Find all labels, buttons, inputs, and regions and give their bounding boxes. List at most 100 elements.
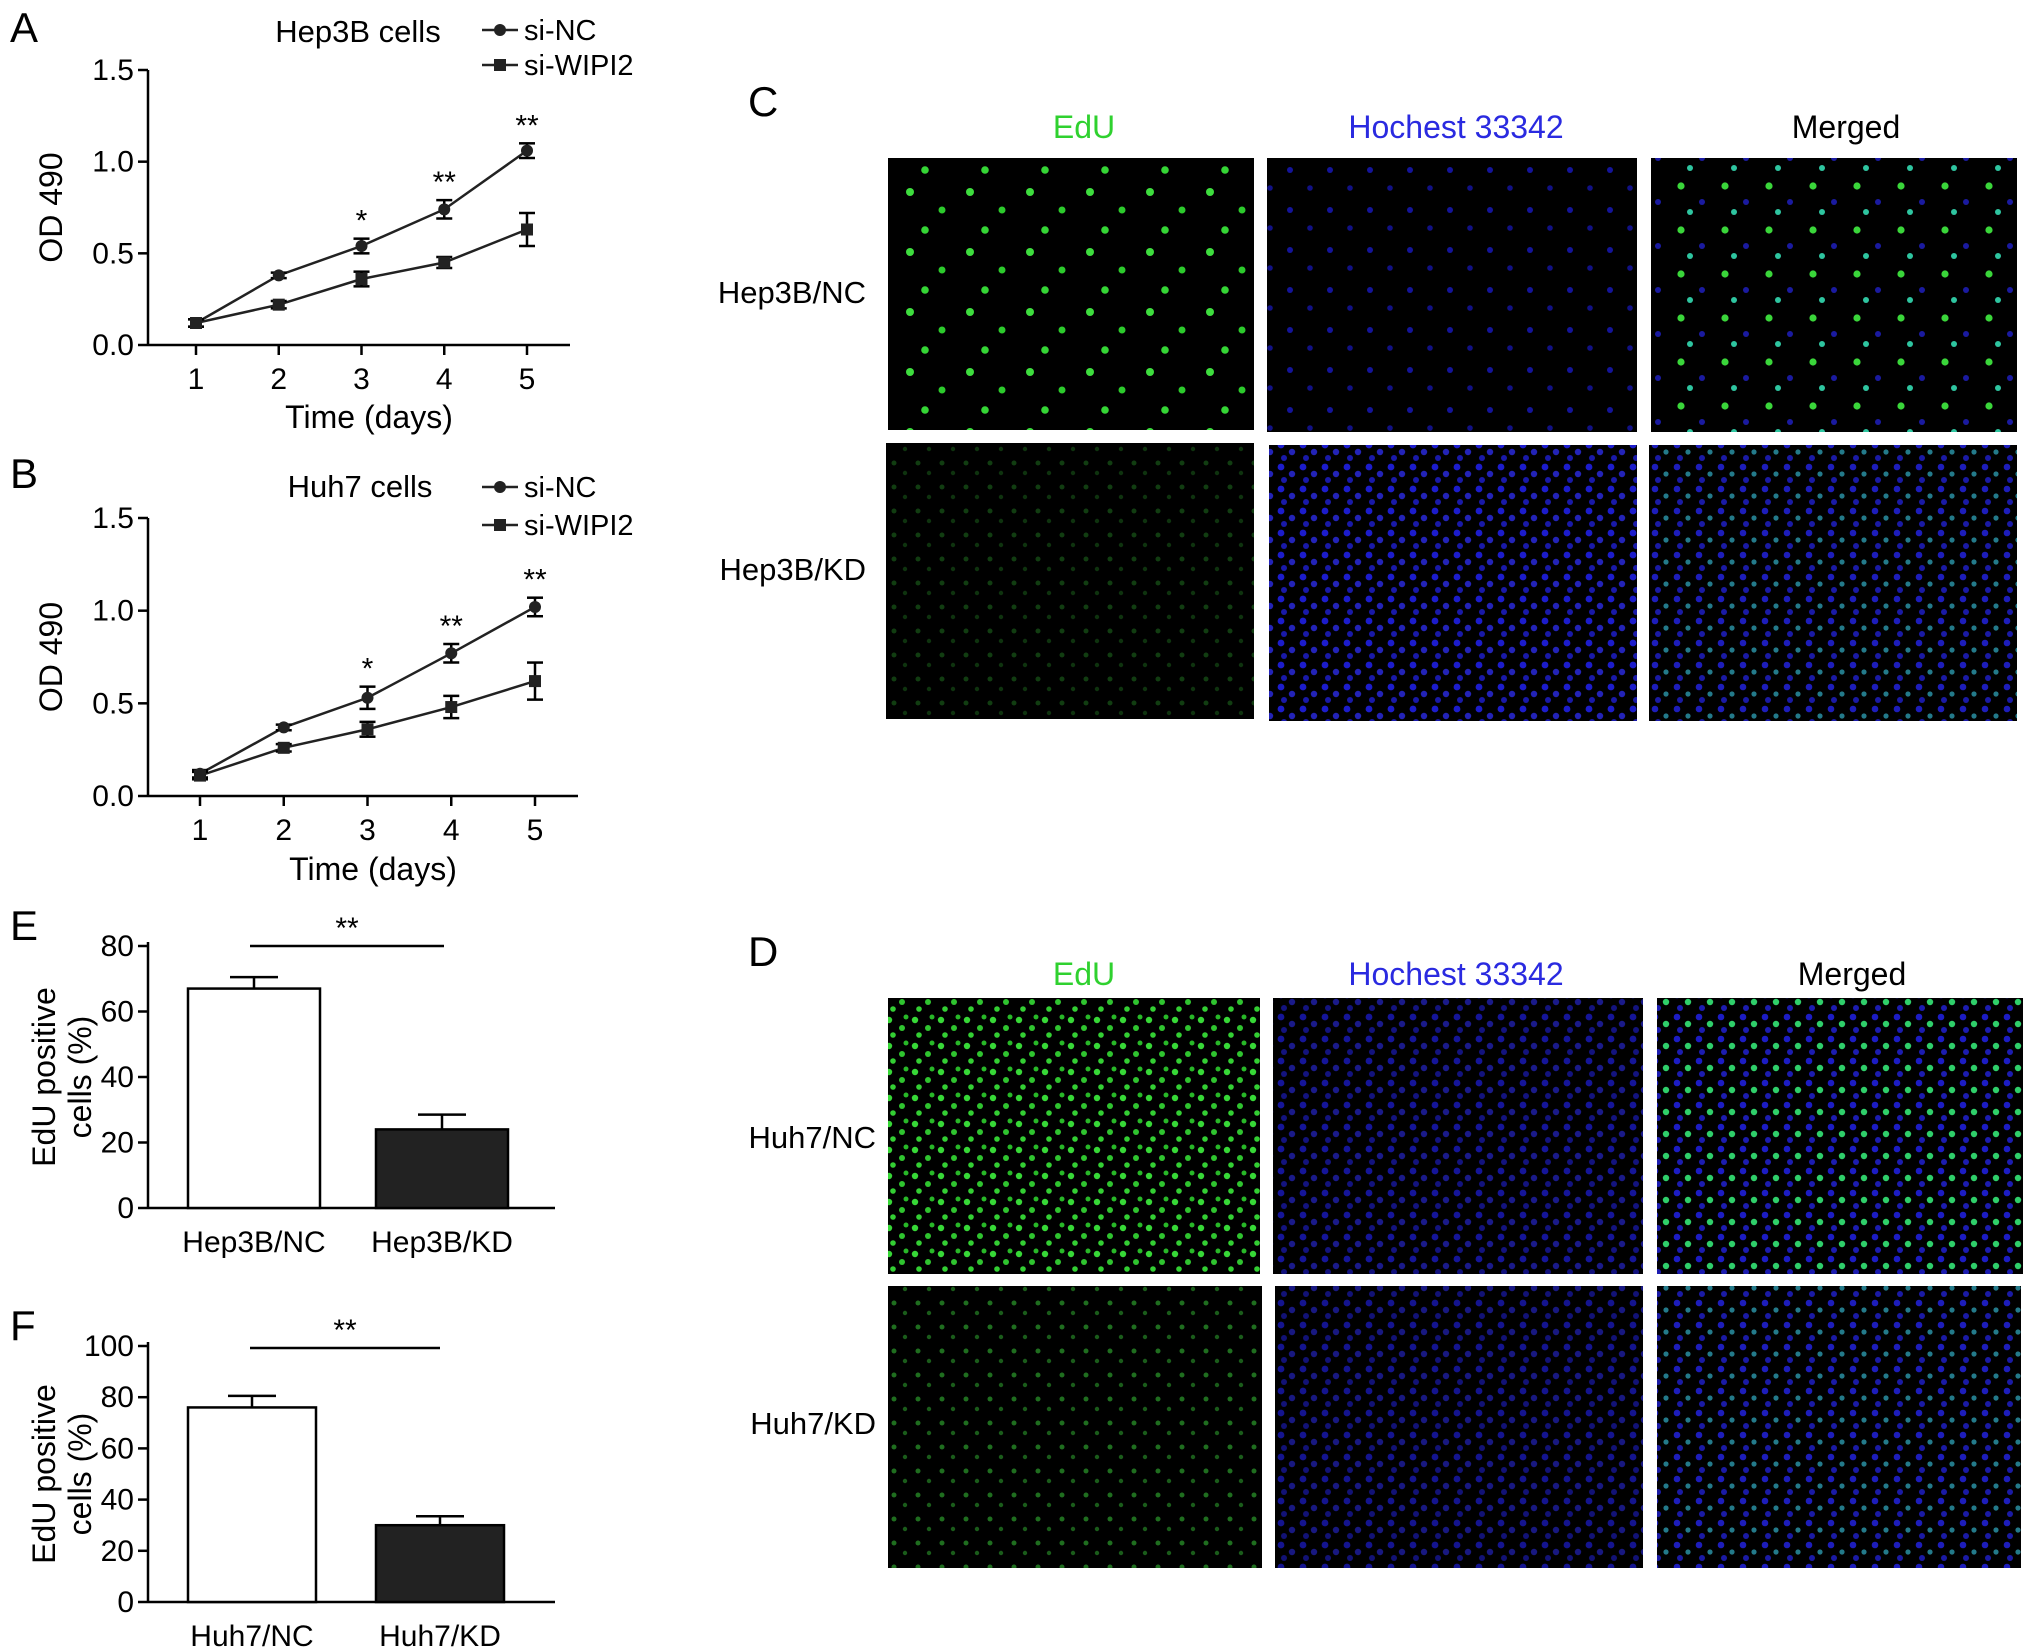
x-tick-label: Hep3B/NC [182,1226,325,1259]
col-header-hoechst-d: Hochest 33342 [1348,956,1563,992]
col-header-hoechst: Hochest 33342 [1348,109,1563,145]
micrograph-hep3b-kd-edu [886,443,1254,719]
data-point [529,600,541,613]
legend-label: si-WIPI2 [524,510,634,542]
micrograph-huh7-nc-merged [1657,998,2023,1274]
y-axis-label-line: EdU positive [26,1384,62,1564]
x-tick-label: 1 [188,363,205,396]
data-point [438,256,451,269]
data-point [438,203,451,216]
row-label-hep3b-kd: Hep3B/KD [720,552,866,587]
y-axis-label-line: cells (%) [62,1413,98,1536]
micrograph-huh7-kd-merged [1657,1286,2021,1568]
data-point [355,240,368,252]
row-label-hep3b-nc: Hep3B/NC [718,275,866,310]
micrograph-huh7-kd-hoechst [1275,1286,1643,1568]
chart-e-hep3b-edu-bars: 0 20 40 60 80 Hep3B/NC Hep3B/KD ** EdU positivec… [26,912,555,1259]
micrograph-grid-c: EdU Hochest 33342 Merged Hep3B/NC Hep3B/… [718,109,2017,721]
y-tick-label: 0.0 [92,780,134,813]
significance-label: ** [515,109,539,142]
bar [374,1128,510,1210]
panel-letter-e: E [10,902,38,949]
panel-letter-c: C [748,78,778,125]
x-tick-label: Huh7/KD [379,1620,501,1650]
micrograph-grid-d: EdU Hochest 33342 Merged Huh7/NC Huh7/KD [749,956,2023,1568]
x-tick-label: 4 [443,814,460,847]
legend-marker [494,59,506,71]
y-tick-label: 80 [101,1381,134,1414]
y-tick-label: 20 [101,1535,134,1568]
y-tick-label: 40 [101,1061,134,1094]
panel-letter-f: F [10,1302,36,1349]
significance-label: ** [333,1314,357,1347]
data-point [194,769,206,782]
data-point [190,317,202,329]
data-point [272,298,285,311]
significance-label: ** [523,564,547,597]
col-header-edu: EdU [1053,109,1115,145]
y-tick-label: 0 [117,1586,134,1619]
y-axis-label-line: EdU positive [26,987,62,1167]
y-tick-label: 0.5 [92,237,134,270]
y-tick-label: 60 [101,1432,134,1465]
y-tick-label: 1.0 [92,595,134,628]
series-si-nc [192,596,543,780]
x-tick-label: 5 [519,363,536,396]
data-point [361,723,374,736]
micrograph-hep3b-nc-merged [1651,158,2017,432]
x-tick-label: 2 [275,814,292,847]
y-tick-label: 20 [101,1127,134,1160]
significance-label: ** [335,912,359,945]
chart-a-hep3b-growth: Hep3B cells 0.0 0.5 1.0 1.5 1 2 3 4 5 Time (days) O… [33,14,634,435]
series-si-wipi2 [188,211,535,329]
panel-letter-a: A [10,4,38,51]
significance-label: ** [433,166,457,199]
legend-label: si-WIPI2 [524,50,634,82]
chart-f-huh7-edu-bars: 0 20 40 60 80 100 Huh7/NC Huh7/KD ** EdU positive… [26,1314,555,1650]
x-tick-label: 5 [527,814,544,847]
significance-label: * [356,205,368,238]
x-tick-label: Huh7/NC [190,1620,313,1650]
y-axis-label: EdU positivecells (%) [26,987,98,1167]
data-point [277,741,290,754]
significance-label: ** [440,610,464,643]
y-tick-label: 0 [117,1192,134,1225]
y-tick-label: 100 [84,1330,134,1363]
legend-marker [494,24,506,36]
data-point [521,223,533,236]
y-tick-label: 1.5 [92,502,134,535]
micrograph-huh7-nc-edu [888,998,1260,1274]
row-label-huh7-kd: Huh7/KD [750,1406,876,1441]
y-tick-label: 40 [101,1484,134,1517]
y-tick-label: 0.5 [92,687,134,720]
micrograph-huh7-nc-hoechst [1273,998,1643,1274]
y-axis-label-line: cells (%) [62,1016,98,1139]
x-tick-label: 3 [359,814,376,847]
data-point [445,647,458,660]
row-label-huh7-nc: Huh7/NC [749,1120,877,1155]
legend-marker [494,481,506,493]
y-axis-label: OD 490 [33,602,69,712]
series-si-wipi2 [192,661,543,782]
y-tick-label: 1.5 [92,54,134,87]
micrograph-hep3b-kd-merged [1649,445,2017,721]
panel-letter-d: D [748,928,778,975]
legend-marker [494,519,506,531]
bar [186,987,322,1210]
col-header-merged-d: Merged [1798,956,1907,992]
chart-title: Hep3B cells [275,14,440,49]
micrograph-hep3b-nc-edu [888,158,1254,430]
y-tick-label: 80 [101,930,134,963]
data-point [521,144,533,157]
data-point [277,721,290,734]
x-tick-label: 2 [270,363,287,396]
x-axis-label: Time (days) [285,399,453,435]
chart-b-huh7-growth: Huh7 cells 0.0 0.5 1.0 1.5 1 2 3 4 5 Time (days) OD… [33,469,634,887]
y-axis-label: EdU positivecells (%) [26,1384,98,1564]
data-point [361,691,374,704]
data-point [445,701,458,714]
data-point [529,675,541,688]
y-tick-label: 0.0 [92,329,134,362]
y-axis-label: OD 490 [33,152,69,262]
col-header-merged: Merged [1792,109,1901,145]
